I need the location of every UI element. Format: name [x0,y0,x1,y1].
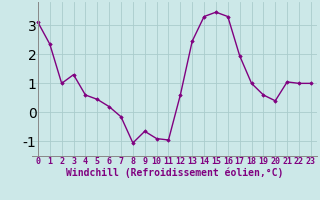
X-axis label: Windchill (Refroidissement éolien,°C): Windchill (Refroidissement éolien,°C) [66,168,283,178]
